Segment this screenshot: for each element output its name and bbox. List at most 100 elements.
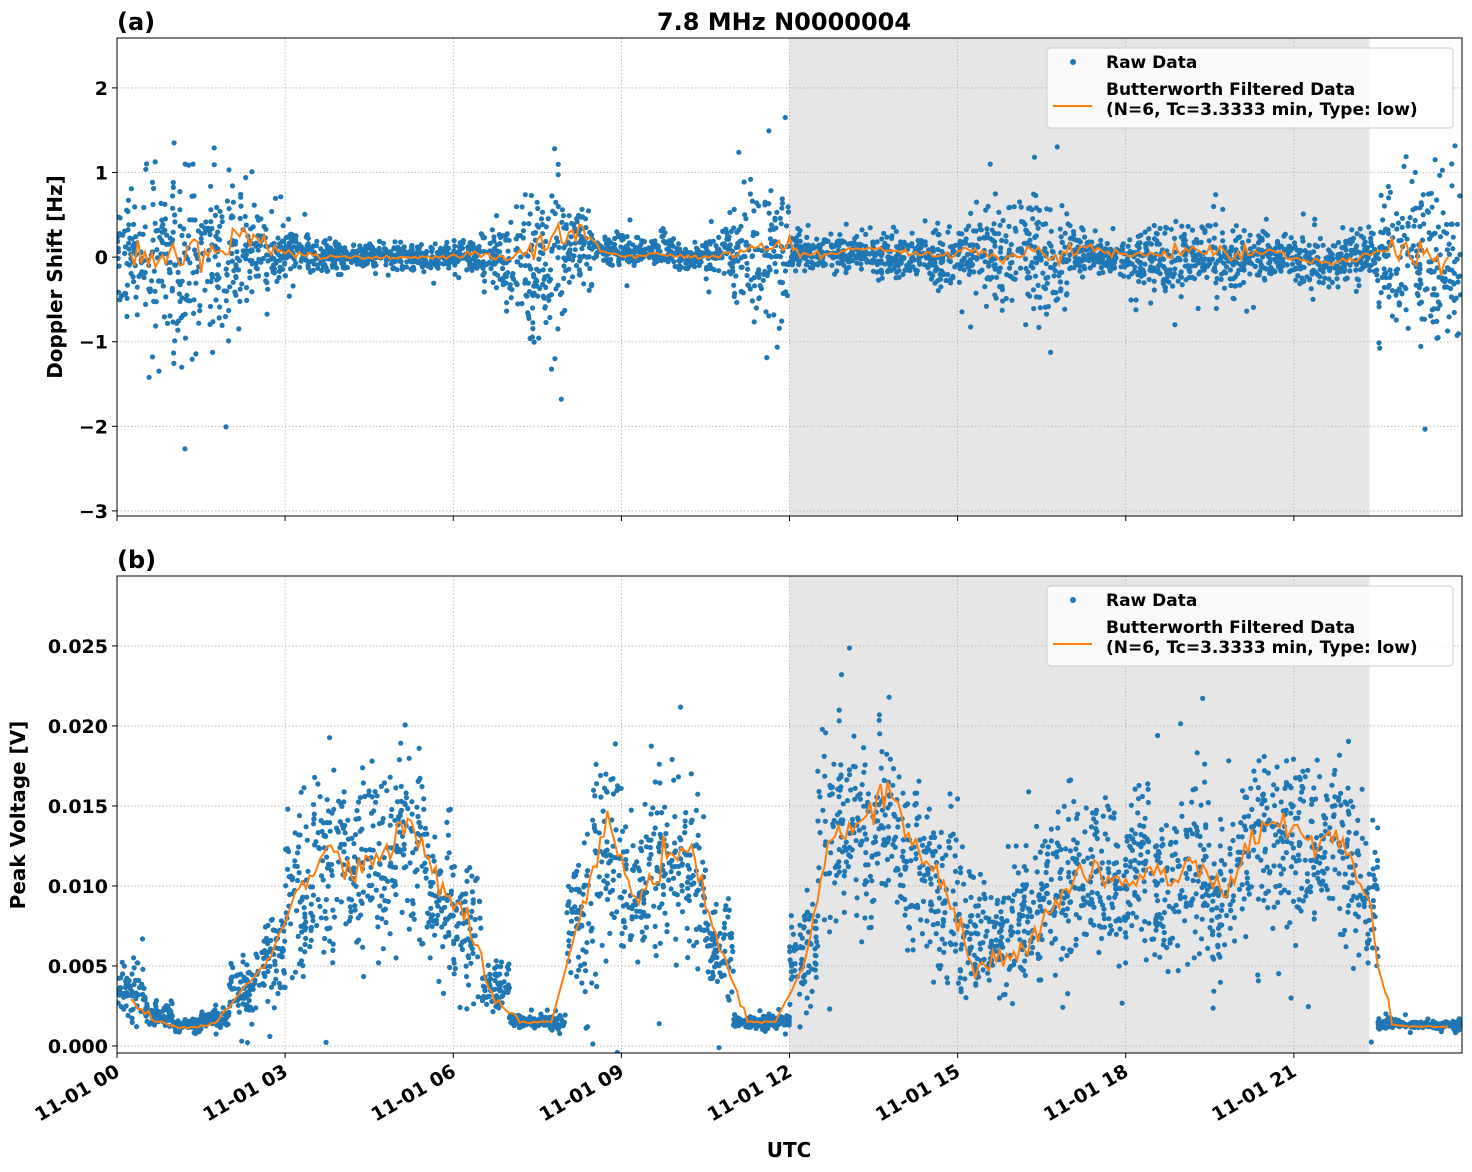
raw-data-point bbox=[664, 246, 670, 252]
raw-data-point bbox=[528, 1007, 535, 1013]
raw-data-point bbox=[253, 260, 259, 267]
raw-data-point bbox=[1416, 285, 1422, 291]
raw-data-point bbox=[1399, 215, 1405, 221]
raw-data-point bbox=[302, 247, 308, 254]
raw-data-point bbox=[1128, 297, 1134, 303]
raw-data-point bbox=[641, 238, 647, 244]
raw-data-point bbox=[986, 260, 992, 266]
raw-data-point bbox=[1419, 316, 1425, 322]
raw-data-point bbox=[431, 858, 437, 864]
raw-data-point bbox=[156, 368, 162, 374]
raw-data-point bbox=[1348, 252, 1354, 258]
raw-data-point bbox=[1310, 296, 1316, 302]
raw-data-point bbox=[620, 236, 626, 242]
raw-data-point bbox=[213, 1002, 219, 1008]
raw-data-point bbox=[1442, 276, 1448, 282]
raw-data-point bbox=[1437, 234, 1444, 240]
raw-data-point bbox=[494, 242, 500, 248]
raw-data-point bbox=[216, 315, 222, 321]
raw-data-point bbox=[1191, 276, 1198, 282]
raw-data-point bbox=[541, 276, 547, 282]
raw-data-point bbox=[909, 230, 915, 236]
raw-data-point bbox=[614, 783, 621, 789]
raw-data-point bbox=[1110, 258, 1116, 264]
raw-data-point bbox=[1376, 304, 1382, 310]
raw-data-point bbox=[706, 289, 712, 295]
raw-data-point bbox=[1189, 227, 1196, 233]
raw-data-point bbox=[273, 968, 279, 974]
raw-data-point bbox=[854, 242, 861, 248]
raw-data-point bbox=[256, 273, 262, 279]
raw-data-point bbox=[592, 848, 598, 854]
raw-data-point bbox=[666, 860, 672, 866]
raw-data-point bbox=[202, 1017, 208, 1023]
raw-data-point bbox=[526, 289, 533, 295]
raw-data-point bbox=[238, 203, 244, 209]
raw-data-point bbox=[243, 1006, 250, 1013]
raw-data-point bbox=[894, 244, 900, 250]
raw-data-point bbox=[548, 366, 555, 372]
raw-data-point bbox=[187, 298, 193, 304]
raw-data-point bbox=[408, 248, 414, 254]
raw-data-point bbox=[797, 238, 803, 244]
raw-data-point bbox=[714, 978, 721, 985]
raw-data-point bbox=[182, 335, 189, 341]
raw-data-point bbox=[351, 854, 358, 860]
raw-data-point bbox=[489, 248, 495, 255]
raw-data-point bbox=[400, 852, 407, 858]
raw-data-point bbox=[152, 220, 158, 226]
raw-data-point bbox=[779, 200, 786, 206]
raw-data-point bbox=[777, 254, 784, 260]
raw-data-point bbox=[950, 249, 956, 255]
raw-data-point bbox=[304, 232, 310, 238]
raw-data-point bbox=[134, 312, 140, 318]
raw-data-point bbox=[710, 909, 716, 916]
raw-data-point bbox=[300, 894, 306, 900]
raw-data-point bbox=[1214, 294, 1220, 300]
raw-data-point bbox=[739, 264, 745, 270]
raw-data-point bbox=[1237, 282, 1243, 288]
raw-data-point bbox=[210, 349, 216, 355]
raw-data-point bbox=[1445, 328, 1451, 334]
raw-data-point bbox=[434, 899, 440, 905]
raw-data-point bbox=[301, 785, 307, 791]
raw-data-point bbox=[586, 921, 592, 927]
raw-data-point bbox=[555, 172, 561, 178]
raw-data-point bbox=[530, 230, 537, 236]
raw-data-point bbox=[278, 194, 284, 200]
raw-data-point bbox=[391, 265, 397, 271]
raw-data-point bbox=[451, 960, 457, 966]
raw-data-point bbox=[992, 243, 998, 249]
chart-title: 7.8 MHz N0000004 bbox=[657, 8, 911, 36]
raw-data-point bbox=[215, 229, 221, 235]
raw-data-point bbox=[339, 803, 345, 810]
raw-data-point bbox=[193, 1020, 199, 1026]
raw-data-point bbox=[996, 231, 1002, 237]
raw-data-point bbox=[117, 1000, 121, 1006]
raw-data-point bbox=[372, 270, 379, 277]
raw-data-point bbox=[167, 313, 173, 319]
raw-data-point bbox=[782, 268, 789, 274]
raw-data-point bbox=[129, 236, 135, 242]
raw-data-point bbox=[462, 899, 468, 905]
raw-data-point bbox=[1133, 297, 1139, 303]
raw-data-point bbox=[790, 251, 796, 257]
raw-data-point bbox=[482, 278, 488, 284]
raw-data-point bbox=[613, 827, 619, 833]
raw-data-point bbox=[904, 242, 910, 248]
raw-data-point bbox=[1070, 229, 1077, 235]
raw-data-point bbox=[117, 991, 123, 997]
raw-data-point bbox=[140, 966, 146, 972]
raw-data-point bbox=[1277, 245, 1283, 251]
raw-data-point bbox=[956, 242, 962, 248]
raw-data-point bbox=[815, 262, 821, 268]
raw-data-point bbox=[1452, 259, 1458, 265]
raw-data-point bbox=[1409, 178, 1415, 185]
raw-data-point bbox=[265, 998, 271, 1004]
raw-data-point bbox=[679, 909, 686, 915]
raw-data-point bbox=[421, 269, 427, 275]
raw-data-point bbox=[1286, 269, 1293, 275]
raw-data-point bbox=[1367, 267, 1373, 273]
raw-data-point bbox=[393, 252, 399, 258]
raw-data-point bbox=[1316, 279, 1322, 285]
